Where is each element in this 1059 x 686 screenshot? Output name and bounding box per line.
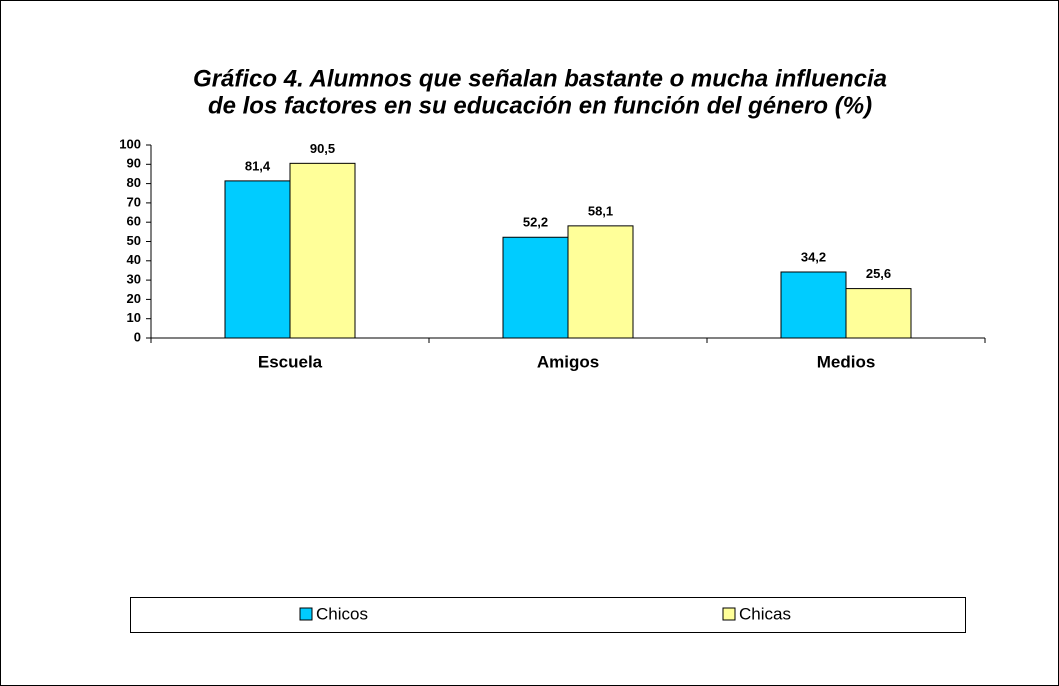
y-tick-label: 30 bbox=[127, 272, 141, 287]
bar bbox=[502, 236, 569, 339]
y-tick-label: 20 bbox=[127, 291, 141, 306]
y-tick-label: 40 bbox=[127, 252, 141, 267]
y-tick-label: 90 bbox=[127, 156, 141, 171]
y-tick-label: 50 bbox=[127, 233, 141, 248]
chart-title: Gráfico 4. Alumnos que señalan bastante … bbox=[193, 65, 887, 92]
y-tick-label: 60 bbox=[127, 214, 141, 229]
x-tick-label: Amigos bbox=[537, 352, 599, 371]
bar bbox=[289, 162, 356, 339]
x-tick-label: Escuela bbox=[258, 352, 323, 371]
data-label: 58,1 bbox=[588, 203, 613, 218]
bar bbox=[567, 225, 634, 339]
y-tick-label: 0 bbox=[134, 329, 141, 344]
bar bbox=[780, 271, 847, 339]
y-tick-label: 80 bbox=[127, 175, 141, 190]
legend-box bbox=[130, 597, 966, 633]
data-label: 34,2 bbox=[801, 249, 826, 264]
legend-label: Chicos bbox=[316, 604, 368, 623]
y-tick-label: 100 bbox=[119, 136, 141, 151]
legend-swatch bbox=[299, 607, 313, 621]
y-tick-label: 70 bbox=[127, 194, 141, 209]
y-tick-label: 10 bbox=[127, 310, 141, 325]
legend-swatch bbox=[722, 607, 736, 621]
data-label: 90,5 bbox=[310, 141, 335, 156]
legend-label: Chicas bbox=[739, 604, 791, 623]
data-label: 25,6 bbox=[866, 266, 891, 281]
bar bbox=[224, 180, 291, 339]
data-label: 81,4 bbox=[245, 158, 271, 173]
x-tick-label: Medios bbox=[817, 352, 876, 371]
chart-title: de los factores en su educación en funci… bbox=[208, 92, 872, 119]
bar bbox=[845, 288, 912, 339]
data-label: 52,2 bbox=[523, 215, 548, 230]
